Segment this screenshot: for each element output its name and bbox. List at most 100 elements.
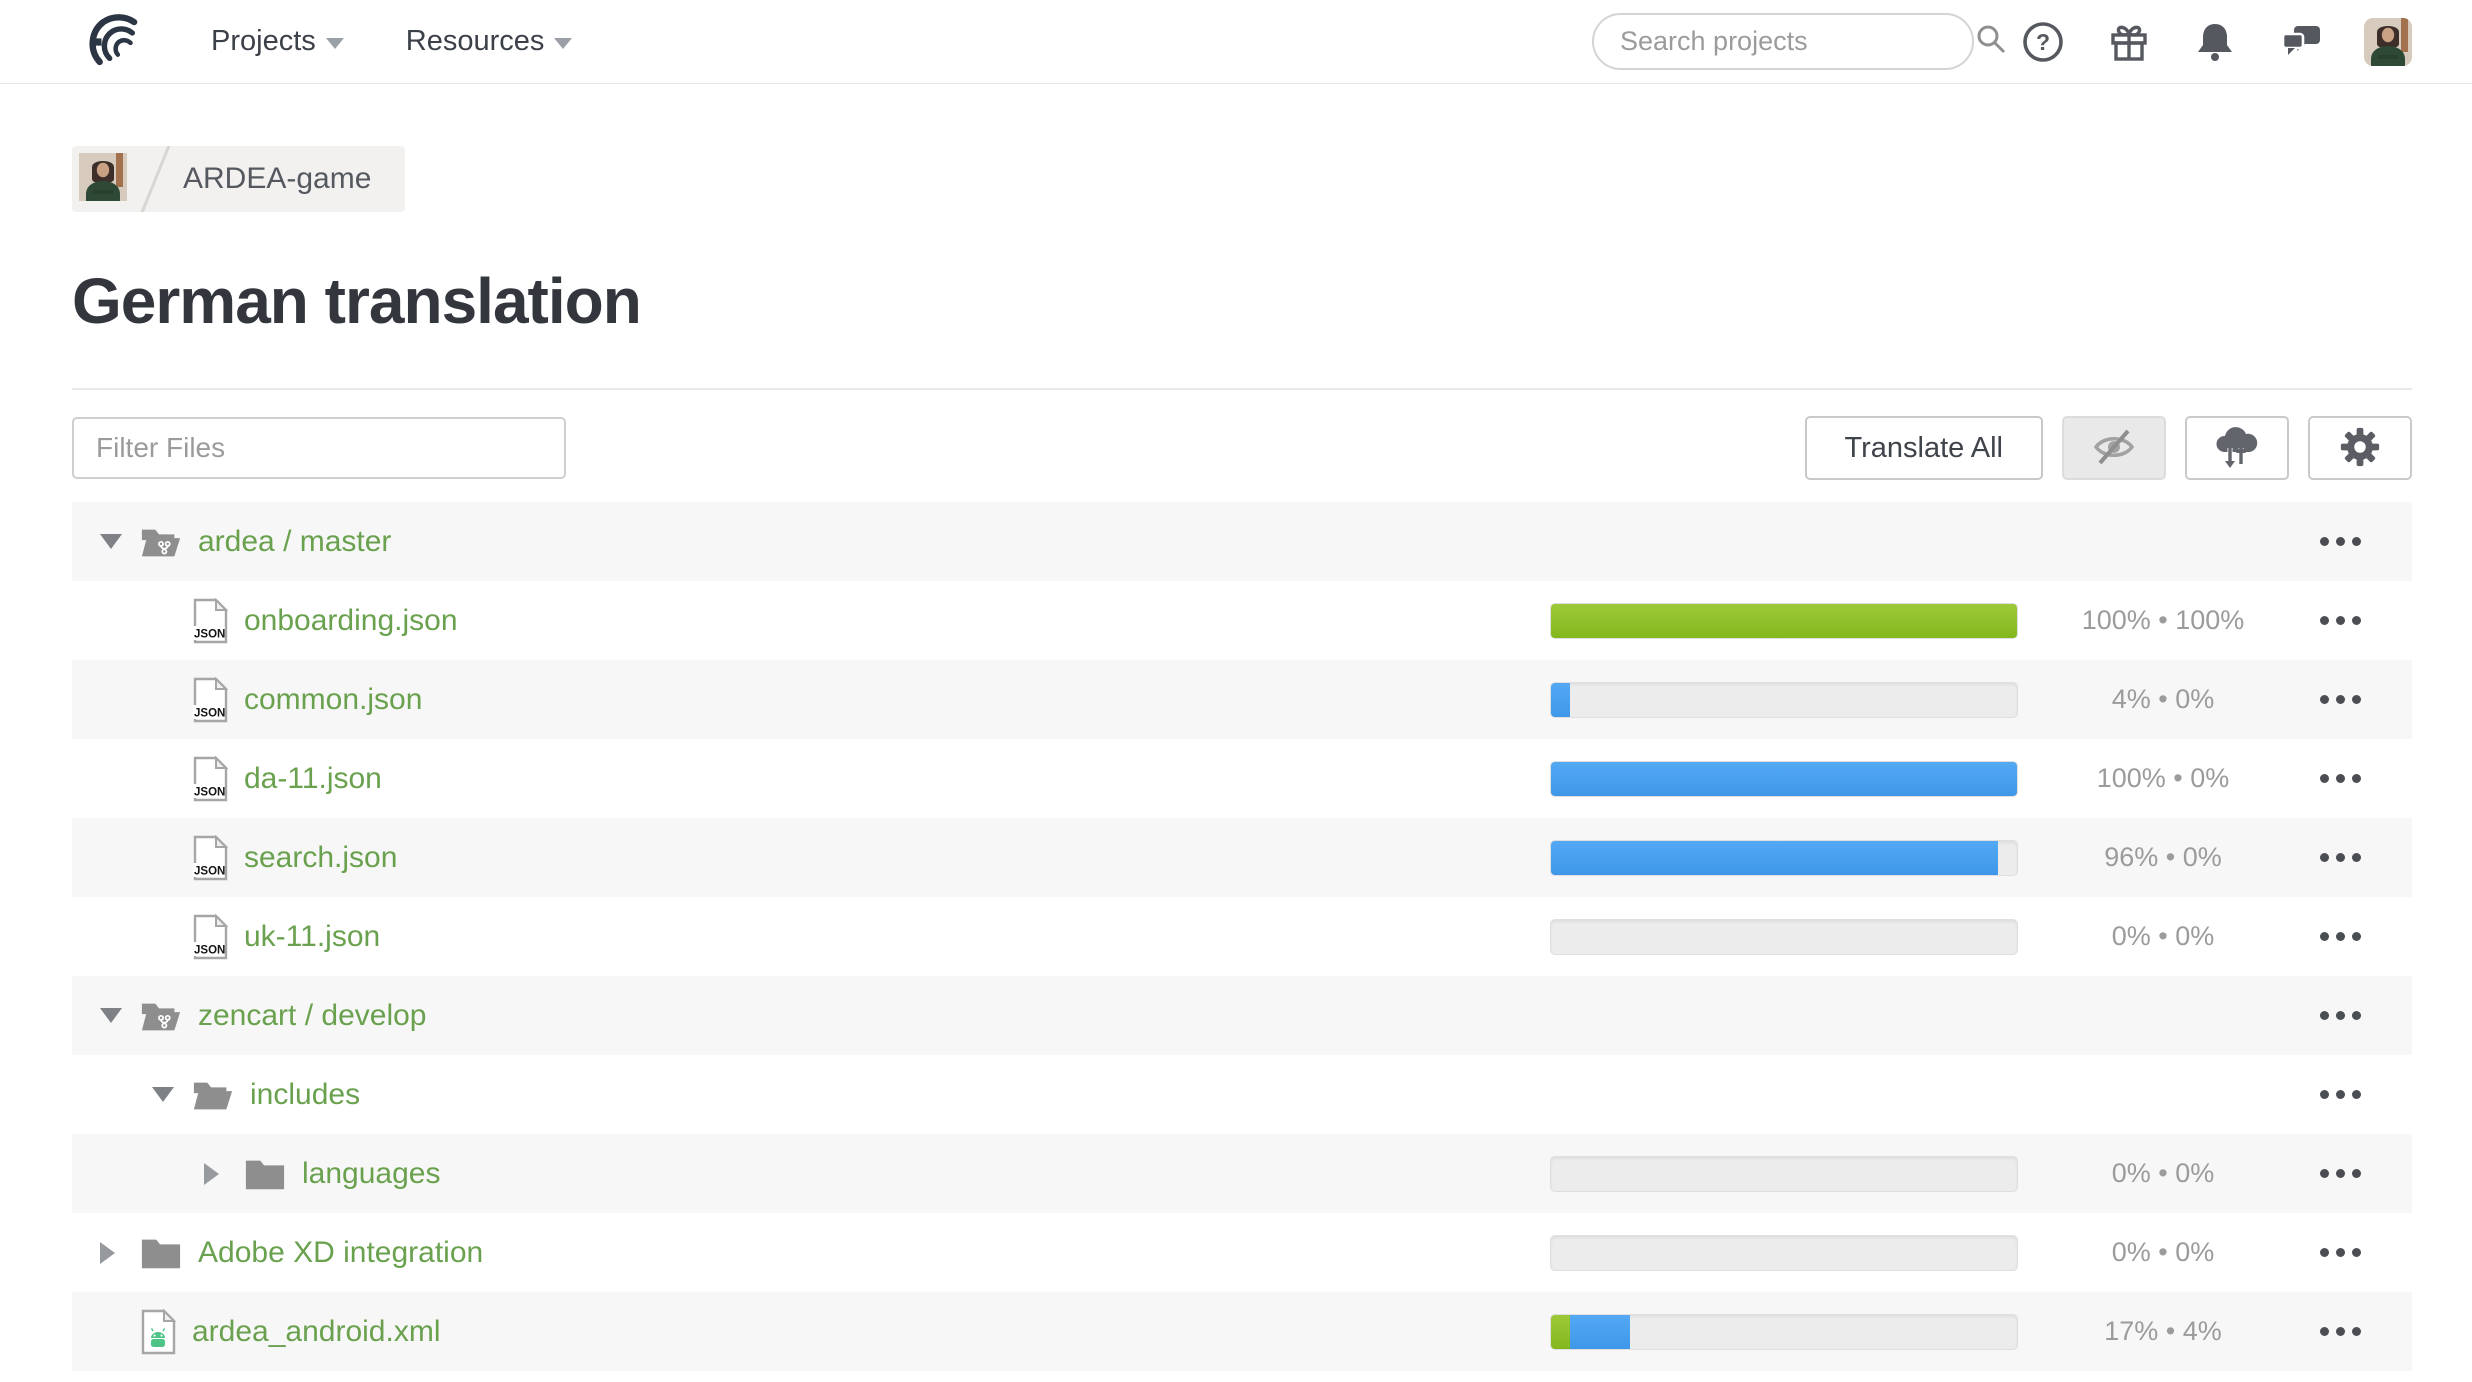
file-row: JSON common.json 4% • 0% [72, 660, 2412, 739]
more-menu-button[interactable] [2308, 853, 2372, 862]
file-row-left: Adobe XD integration [72, 1235, 1550, 1271]
svg-text:JSON: JSON [194, 944, 225, 956]
file-name-link[interactable]: ardea_android.xml [192, 1314, 441, 1348]
more-menu-button[interactable] [2308, 774, 2372, 783]
chat-icon[interactable] [2278, 19, 2324, 65]
json-file-icon: JSON [192, 755, 228, 802]
file-row-left: JSON onboarding.json [72, 597, 1550, 644]
main-content: ARDEA-game German translation Translate … [72, 84, 2412, 1371]
breadcrumb-separator [137, 146, 174, 212]
caret-icon[interactable] [100, 1242, 140, 1264]
gear-icon [2337, 424, 2383, 473]
nav-menu-resources[interactable]: Resources [406, 25, 573, 58]
progress-stats: 0% • 0% [2111, 1158, 2215, 1188]
file-row: Adobe XD integration 0% • 0% [72, 1213, 2412, 1292]
progress-stats: 100% • 100% [2081, 605, 2245, 635]
file-row: JSON search.json 96% • 0% [72, 818, 2412, 897]
cloud-sync-button[interactable] [2185, 416, 2289, 480]
progress-bar [1550, 760, 2018, 797]
progress-bar [1550, 1313, 2018, 1350]
android-file-icon [140, 1308, 176, 1355]
nav-menu-projects-label: Projects [211, 25, 316, 57]
file-row-left: ardea / master [72, 524, 1550, 560]
more-menu-button[interactable] [2308, 932, 2372, 941]
progress-bar [1550, 839, 2018, 876]
bell-icon[interactable] [2192, 19, 2238, 65]
caret-icon[interactable] [204, 1163, 244, 1185]
more-menu-button[interactable] [2308, 1169, 2372, 1178]
branch-folder-icon [140, 998, 182, 1034]
more-menu-button[interactable] [2308, 1090, 2372, 1099]
file-name-link[interactable]: onboarding.json [244, 603, 458, 637]
caret-icon[interactable] [100, 1008, 140, 1023]
project-search-box [1592, 13, 2006, 70]
more-menu-button[interactable] [2308, 695, 2372, 704]
progress-stats: 0% • 0% [2111, 1237, 2215, 1267]
help-icon[interactable]: ? [2020, 19, 2066, 65]
file-row-left: ardea_android.xml [72, 1308, 1550, 1355]
translate-all-button[interactable]: Translate All [1804, 416, 2043, 480]
file-row: includes [72, 1055, 2412, 1134]
file-name-link[interactable]: ardea / master [198, 524, 392, 558]
json-file-icon: JSON [192, 676, 228, 723]
file-row: JSON uk-11.json 0% • 0% [72, 897, 2412, 976]
caret-icon[interactable] [100, 534, 140, 549]
navbar-icon-group: ? [2020, 17, 2412, 66]
more-menu-button[interactable] [2308, 537, 2372, 546]
file-row-left: JSON common.json [72, 676, 1550, 723]
file-name-link[interactable]: zencart / develop [198, 998, 427, 1032]
section-divider [72, 388, 2412, 390]
nav-menu-projects[interactable]: Projects [211, 25, 344, 58]
chevron-down-icon [554, 38, 573, 49]
progress-stats: 4% • 0% [2111, 684, 2215, 714]
file-name-link[interactable]: languages [302, 1156, 441, 1190]
hide-completed-button[interactable] [2062, 416, 2166, 480]
progress-bar [1550, 1155, 2018, 1192]
file-row-left: JSON uk-11.json [72, 913, 1550, 960]
file-row: zencart / develop [72, 976, 2412, 1055]
file-row: languages 0% • 0% [72, 1134, 2412, 1213]
cloud-sync-icon [2210, 424, 2264, 473]
settings-button[interactable] [2308, 416, 2412, 480]
file-name-link[interactable]: Adobe XD integration [198, 1235, 484, 1269]
closed-folder-icon [140, 1235, 182, 1271]
page-title: German translation [72, 265, 642, 337]
filter-files-input[interactable] [72, 417, 566, 479]
file-row-left: languages [72, 1156, 1550, 1192]
breadcrumb-owner-avatar[interactable] [72, 146, 138, 212]
more-menu-button[interactable] [2308, 616, 2372, 625]
search-input[interactable] [1620, 26, 1974, 57]
breadcrumb-project-link[interactable]: ARDEA-game [183, 162, 372, 195]
app-logo-icon[interactable] [87, 13, 145, 71]
file-row-left: JSON da-11.json [72, 755, 1550, 802]
file-row: ardea / master [72, 502, 2412, 581]
svg-text:JSON: JSON [194, 865, 225, 877]
search-icon[interactable] [1974, 22, 2008, 61]
file-row: JSON da-11.json 100% • 0% [72, 739, 2412, 818]
breadcrumb: ARDEA-game [72, 146, 406, 212]
more-menu-button[interactable] [2308, 1011, 2372, 1020]
nav-menu-resources-label: Resources [405, 25, 545, 57]
user-avatar[interactable] [2364, 17, 2412, 66]
progress-stats: 0% • 0% [2111, 921, 2215, 951]
open-folder-icon [192, 1077, 234, 1113]
file-name-link[interactable]: includes [250, 1077, 361, 1111]
more-menu-button[interactable] [2308, 1327, 2372, 1336]
file-row-left: includes [72, 1077, 1550, 1113]
file-name-link[interactable]: uk-11.json [244, 919, 381, 953]
file-name-link[interactable]: da-11.json [244, 761, 382, 795]
gift-icon[interactable] [2106, 19, 2152, 65]
caret-icon[interactable] [152, 1087, 192, 1102]
json-file-icon: JSON [192, 834, 228, 881]
more-menu-button[interactable] [2308, 1248, 2372, 1257]
file-name-link[interactable]: search.json [244, 840, 398, 874]
file-row-left: JSON search.json [72, 834, 1550, 881]
progress-stats: 17% • 4% [2104, 1316, 2222, 1346]
eye-off-icon [2088, 425, 2140, 472]
progress-bar [1550, 918, 2018, 955]
svg-text:JSON: JSON [194, 628, 225, 640]
file-name-link[interactable]: common.json [244, 682, 423, 716]
file-row: JSON onboarding.json 100% • 100% [72, 581, 2412, 660]
files-toolbar: Translate All [72, 416, 2412, 480]
svg-text:JSON: JSON [194, 786, 225, 798]
